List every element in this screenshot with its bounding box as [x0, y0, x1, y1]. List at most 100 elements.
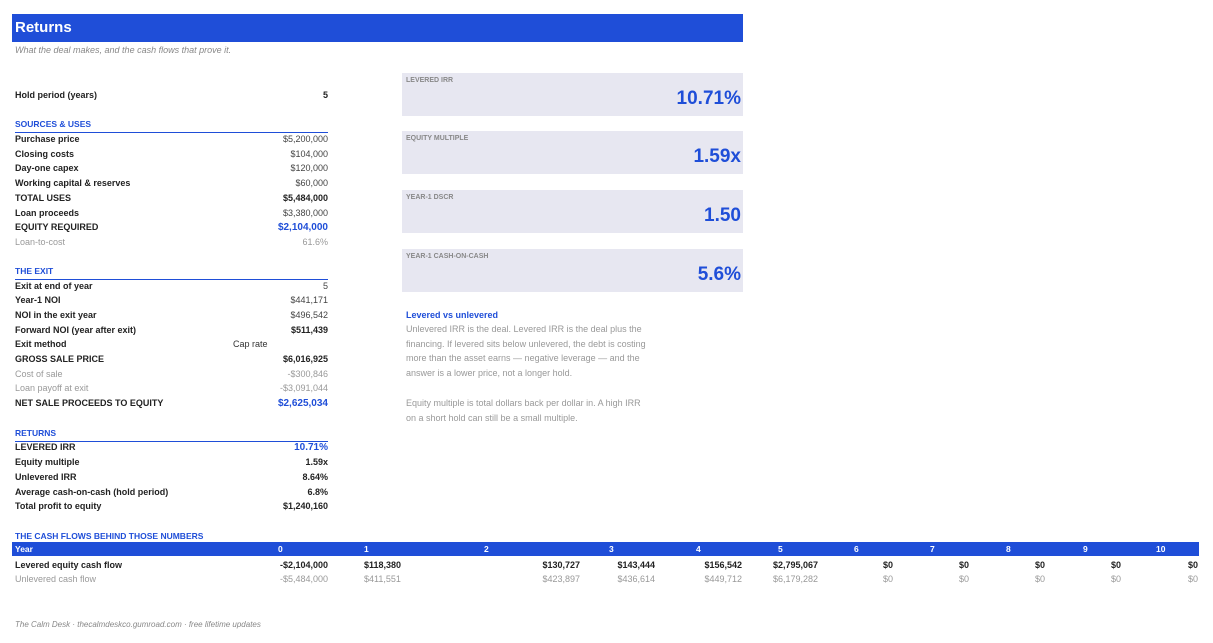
exit-row-net-sale-proceeds: NET SALE PROCEEDS TO EQUITY $2,625,034: [15, 398, 328, 412]
su-row-working-capital: Working capital & reserves $60,000: [15, 178, 328, 192]
su-value: 61.6%: [302, 237, 328, 247]
exit-label: Cost of sale: [15, 369, 63, 379]
cf-levered-cell: $0: [1187, 560, 1198, 570]
su-label: Loan-to-cost: [15, 237, 66, 247]
returns-label: Total profit to equity: [15, 501, 102, 511]
returns-row-avg-cash-on-cash: Average cash-on-cash (hold period) 6.8%: [15, 487, 328, 501]
exit-method-select[interactable]: Cap rate: [233, 339, 268, 349]
kpi-card-equity-multiple: EQUITY MULTIPLE 1.59x: [402, 131, 743, 174]
cash-flows-heading: THE CASH FLOWS BEHIND THOSE NUMBERS: [15, 531, 204, 541]
returns-heading: RETURNS: [15, 428, 328, 442]
su-label: EQUITY REQUIRED: [15, 222, 99, 232]
cf-unlevered-cell: $0: [1187, 574, 1198, 584]
cf-levered-cell: $0: [882, 560, 893, 570]
kpi-label: LEVERED IRR: [406, 77, 454, 84]
cash-flow-header-row: Year 0 1 2 3 4 5 6 7 8 9 10: [12, 542, 1199, 556]
kpi-value: 1.50: [704, 205, 741, 226]
cf-levered-cell: $0: [1034, 560, 1045, 570]
su-value[interactable]: $5,200,000: [282, 134, 328, 144]
cf-year-header: 8: [1006, 544, 1011, 554]
cf-unlevered-cell: $0: [958, 574, 969, 584]
exit-label: Exit at end of year: [15, 281, 93, 291]
kpi-card-levered-irr: LEVERED IRR 10.71%: [402, 73, 743, 116]
su-row-purchase-price: Purchase price $5,200,000: [15, 134, 328, 148]
cf-levered-cell: $143,444: [617, 560, 655, 570]
su-row-loan-to-cost: Loan-to-cost 61.6%: [15, 237, 328, 251]
su-value[interactable]: $104,000: [290, 149, 328, 159]
exit-value: $6,016,925: [282, 354, 328, 364]
su-value[interactable]: $60,000: [295, 178, 328, 188]
cf-levered-cell: $0: [1110, 560, 1121, 570]
returns-label: Unlevered IRR: [15, 472, 77, 482]
kpi-value: 5.6%: [697, 264, 741, 285]
su-label: TOTAL USES: [15, 193, 72, 203]
exit-value: $511,439: [290, 325, 328, 335]
cf-year-header: 2: [484, 544, 489, 554]
kpi-label: YEAR-1 DSCR: [406, 194, 454, 201]
exit-row-exit-year: Exit at end of year 5: [15, 281, 328, 295]
cf-unlevered-label: Unlevered cash flow: [15, 574, 97, 584]
su-label: Working capital & reserves: [15, 178, 131, 188]
exit-label: Exit method: [15, 339, 67, 349]
returns-value: 6.8%: [307, 487, 328, 497]
notes-paragraph-2: Equity multiple is total dollars back pe…: [406, 398, 641, 423]
exit-label: GROSS SALE PRICE: [15, 354, 105, 364]
su-value: $3,380,000: [282, 208, 328, 218]
exit-label: Forward NOI (year after exit): [15, 325, 137, 335]
cf-year-header: 9: [1083, 544, 1088, 554]
returns-row-equity-multiple: Equity multiple 1.59x: [15, 457, 328, 471]
su-value: $2,104,000: [277, 222, 328, 233]
exit-value: -$3,091,044: [279, 383, 328, 393]
notes-paragraph-1: Unlevered IRR is the deal. Levered IRR i…: [406, 324, 646, 379]
cf-levered-cell: $0: [958, 560, 969, 570]
cf-unlevered-cell: $6,179,282: [772, 574, 818, 584]
su-label: Closing costs: [15, 149, 75, 159]
cf-levered-cell: $2,795,067: [772, 560, 818, 570]
returns-row-total-profit: Total profit to equity $1,240,160: [15, 501, 328, 515]
exit-label: Year-1 NOI: [15, 295, 61, 305]
cf-year-header: 0: [278, 544, 283, 554]
exit-value[interactable]: 5: [322, 281, 328, 291]
page-subtitle: What the deal makes, and the cash flows …: [15, 45, 232, 55]
title-bar: Returns: [12, 14, 743, 42]
cf-levered-cell: $130,727: [542, 560, 580, 570]
cf-levered-cell: $156,542: [704, 560, 742, 570]
su-value[interactable]: $120,000: [290, 163, 328, 173]
exit-row-loan-payoff: Loan payoff at exit -$3,091,044: [15, 383, 328, 397]
cf-unlevered-cell: $449,712: [704, 574, 742, 584]
cf-year-header: 6: [854, 544, 859, 554]
returns-value: 8.64%: [302, 472, 328, 482]
exit-row-forward-noi: Forward NOI (year after exit) $511,439: [15, 325, 328, 339]
kpi-card-dscr: YEAR-1 DSCR 1.50: [402, 190, 743, 233]
exit-row-gross-sale-price: GROSS SALE PRICE $6,016,925: [15, 354, 328, 368]
hold-period-label: Hold period (years): [15, 90, 98, 100]
returns-label: LEVERED IRR: [15, 442, 76, 452]
cf-unlevered-cell: $411,551: [364, 574, 401, 584]
exit-row-cost-of-sale: Cost of sale -$300,846: [15, 369, 328, 383]
returns-value: 1.59x: [305, 457, 328, 467]
su-label: Purchase price: [15, 134, 80, 144]
footer-text: The Calm Desk · thecalmdeskco.gumroad.co…: [15, 620, 261, 629]
returns-row-unlevered-irr: Unlevered IRR 8.64%: [15, 472, 328, 486]
su-label: Loan proceeds: [15, 208, 80, 218]
su-row-equity-required: EQUITY REQUIRED $2,104,000: [15, 222, 328, 236]
su-row-closing-costs: Closing costs $104,000: [15, 149, 328, 163]
kpi-card-cash-on-cash: YEAR-1 CASH-ON-CASH 5.6%: [402, 249, 743, 292]
notes-title: Levered vs unlevered: [406, 310, 499, 320]
su-row-total-uses: TOTAL USES $5,484,000: [15, 193, 328, 207]
returns-row-levered-irr: LEVERED IRR 10.71%: [15, 442, 328, 456]
page-title: Returns: [15, 19, 72, 36]
su-row-loan-proceeds: Loan proceeds $3,380,000: [15, 208, 328, 222]
kpi-value: 10.71%: [676, 88, 741, 109]
exit-heading: THE EXIT: [15, 266, 328, 280]
hold-period-value[interactable]: 5: [322, 90, 328, 100]
exit-row-year1-noi: Year-1 NOI $441,171: [15, 295, 328, 309]
exit-row-exit-method: Exit method Cap rate: [15, 339, 328, 353]
cf-levered-cell: $118,380: [364, 560, 402, 570]
kpi-label: EQUITY MULTIPLE: [406, 135, 469, 142]
kpi-label: YEAR-1 CASH-ON-CASH: [406, 253, 489, 260]
su-label: Day-one capex: [15, 163, 79, 173]
cf-year-header: 7: [930, 544, 935, 554]
returns-value: 10.71%: [294, 442, 328, 453]
cf-year-header: 4: [696, 544, 701, 554]
